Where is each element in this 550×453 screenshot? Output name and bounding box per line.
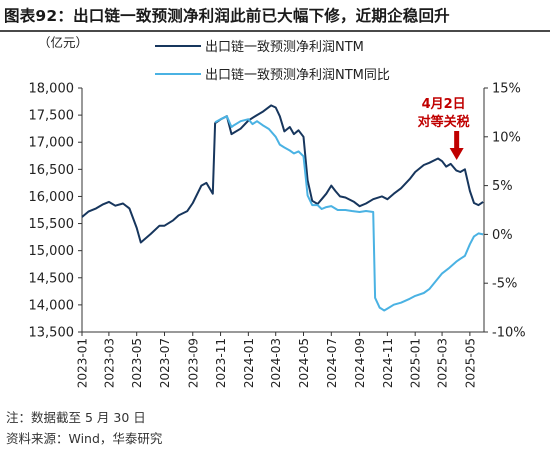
right-tick-label: 0% bbox=[492, 228, 513, 243]
data-note: 注：数据截至 5 月 30 日 bbox=[6, 410, 146, 425]
x-tick-label: 2025-05 bbox=[463, 338, 477, 388]
left-tick-label: 17,500 bbox=[29, 109, 75, 124]
left-tick-label: 14,000 bbox=[29, 298, 75, 313]
annotation-label: 对等关税 bbox=[418, 114, 470, 130]
x-tick-label: 2023-05 bbox=[130, 338, 144, 388]
x-tick-label: 2024-07 bbox=[325, 338, 339, 388]
x-tick-label: 2024-03 bbox=[269, 338, 283, 388]
figure-title: 图表92：出口链一致预测净利润此前已大幅下修，近期企稳回升 bbox=[4, 4, 450, 26]
source-note: 资料来源：Wind，华泰研究 bbox=[6, 431, 163, 446]
right-tick-label: -5% bbox=[492, 277, 517, 292]
figure-label: 图表92： bbox=[4, 7, 74, 25]
x-tick-label: 2023-01 bbox=[76, 338, 90, 388]
left-tick-label: 15,000 bbox=[29, 244, 75, 259]
x-tick-label: 2023-09 bbox=[186, 338, 200, 388]
profit-ntm-yoy-line bbox=[214, 115, 484, 312]
chart-legend: 出口链一致预测净利润NTM 出口链一致预测净利润NTM同比 bbox=[155, 40, 390, 83]
x-tick-label: 2025-03 bbox=[436, 338, 450, 388]
x-axis-ticks: 2023-01 2023-03 2023-05 2023-07 2023-09 2023-… bbox=[76, 332, 477, 388]
left-tick-label: 18,000 bbox=[29, 82, 75, 97]
legend-label: 出口链一致预测净利润NTM bbox=[205, 40, 364, 55]
profit-ntm-line bbox=[81, 104, 484, 244]
right-tick-label: 10% bbox=[492, 130, 521, 145]
left-tick-label: 16,000 bbox=[29, 190, 75, 205]
right-tick-label: 5% bbox=[492, 179, 513, 194]
figure-title-text: 出口链一致预测净利润此前已大幅下修，近期企稳回升 bbox=[73, 7, 450, 25]
right-axis-ticks: -10% -5% 0% 5% 10% 15% bbox=[484, 82, 526, 341]
x-tick-label: 2023-03 bbox=[102, 338, 116, 388]
figure-title-bar: 图表92：出口链一致预测净利润此前已大幅下修，近期企稳回升 bbox=[0, 0, 550, 32]
x-tick-label: 2025-01 bbox=[409, 338, 423, 388]
x-tick-label: 2023-07 bbox=[158, 338, 172, 388]
x-tick-label: 2024-09 bbox=[353, 338, 367, 388]
left-axis-unit: （亿元） bbox=[38, 35, 88, 50]
left-tick-label: 15,500 bbox=[29, 217, 75, 232]
legend-label: 出口链一致预测净利润NTM同比 bbox=[205, 68, 390, 83]
left-tick-label: 16,500 bbox=[29, 163, 75, 178]
series-lines bbox=[81, 104, 484, 312]
x-tick-label: 2024-11 bbox=[381, 338, 395, 388]
annotation-arrow-head bbox=[449, 148, 464, 160]
left-tick-label: 14,500 bbox=[29, 271, 75, 286]
x-tick-label: 2023-11 bbox=[214, 338, 228, 388]
x-tick-label: 2024-05 bbox=[297, 338, 311, 388]
left-tick-label: 17,000 bbox=[29, 136, 75, 151]
left-tick-label: 13,500 bbox=[29, 326, 75, 341]
annotation-date: 4月2日 bbox=[422, 97, 466, 112]
left-axis-ticks: 13,500 14,000 14,500 15,000 15,500 16,000 16,5… bbox=[29, 82, 82, 341]
right-tick-label: -10% bbox=[492, 326, 526, 341]
x-tick-label: 2024-01 bbox=[242, 338, 256, 388]
plot-frame bbox=[81, 88, 485, 333]
right-tick-label: 15% bbox=[492, 82, 521, 97]
line-chart: 13,500 14,000 14,500 15,000 15,500 16,000 16,5… bbox=[29, 35, 526, 388]
